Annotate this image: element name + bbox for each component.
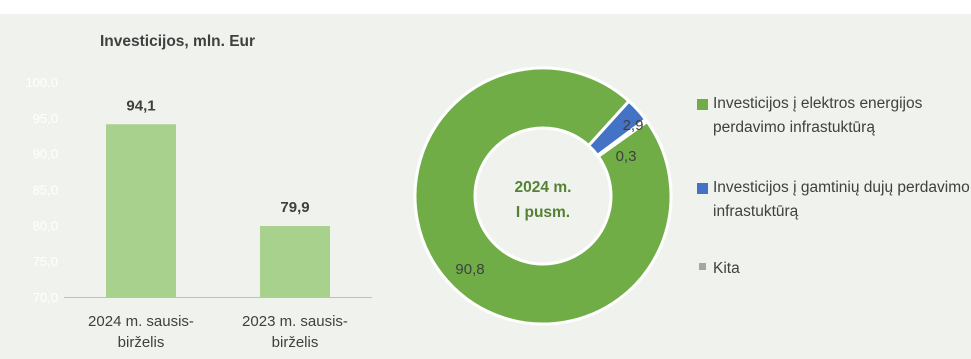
bar — [106, 124, 176, 298]
x-tick-label: birželis — [118, 334, 165, 351]
bar — [260, 226, 330, 297]
y-tick-label: 70,0 — [33, 290, 58, 305]
y-tick-label: 80,0 — [33, 218, 58, 233]
donut-center-label: 2024 m. — [515, 179, 572, 196]
x-tick-label: 2023 m. sausis- — [242, 313, 348, 330]
x-tick-label: birželis — [272, 334, 319, 351]
donut-center-label: I pusm. — [516, 204, 570, 221]
bar-value-label: 94,1 — [126, 97, 155, 114]
donut-slice — [413, 66, 673, 326]
slice-value-label: 2,9 — [623, 117, 644, 134]
donut-legend: Investicijos į elektros energijos perdav… — [697, 0, 971, 359]
legend-swatch-other — [699, 263, 706, 270]
y-tick-label: 100,0 — [25, 75, 58, 90]
legend-label-other: Kita — [713, 260, 740, 277]
y-tick-label: 90,0 — [33, 147, 58, 162]
x-tick-label: 2024 m. sausis- — [88, 313, 194, 330]
legend-label-gas: Investicijos į gamtinių dujų perdavimo i… — [713, 179, 970, 220]
slice-value-label: 0,3 — [616, 148, 637, 165]
y-tick-label: 85,0 — [33, 183, 58, 198]
bar-chart-title: Investicijos, mln. Eur — [100, 33, 256, 50]
donut-slice — [586, 99, 648, 158]
y-tick-label: 75,0 — [33, 254, 58, 269]
legend-swatch-electricity — [697, 99, 708, 110]
slice-value-label: 90,8 — [455, 261, 484, 278]
legend-swatch-gas — [697, 183, 708, 194]
legend-label-electricity: Investicijos į elektros energijos perdav… — [713, 95, 923, 136]
y-tick-label: 95,0 — [33, 111, 58, 126]
bar-value-label: 79,9 — [280, 199, 309, 216]
